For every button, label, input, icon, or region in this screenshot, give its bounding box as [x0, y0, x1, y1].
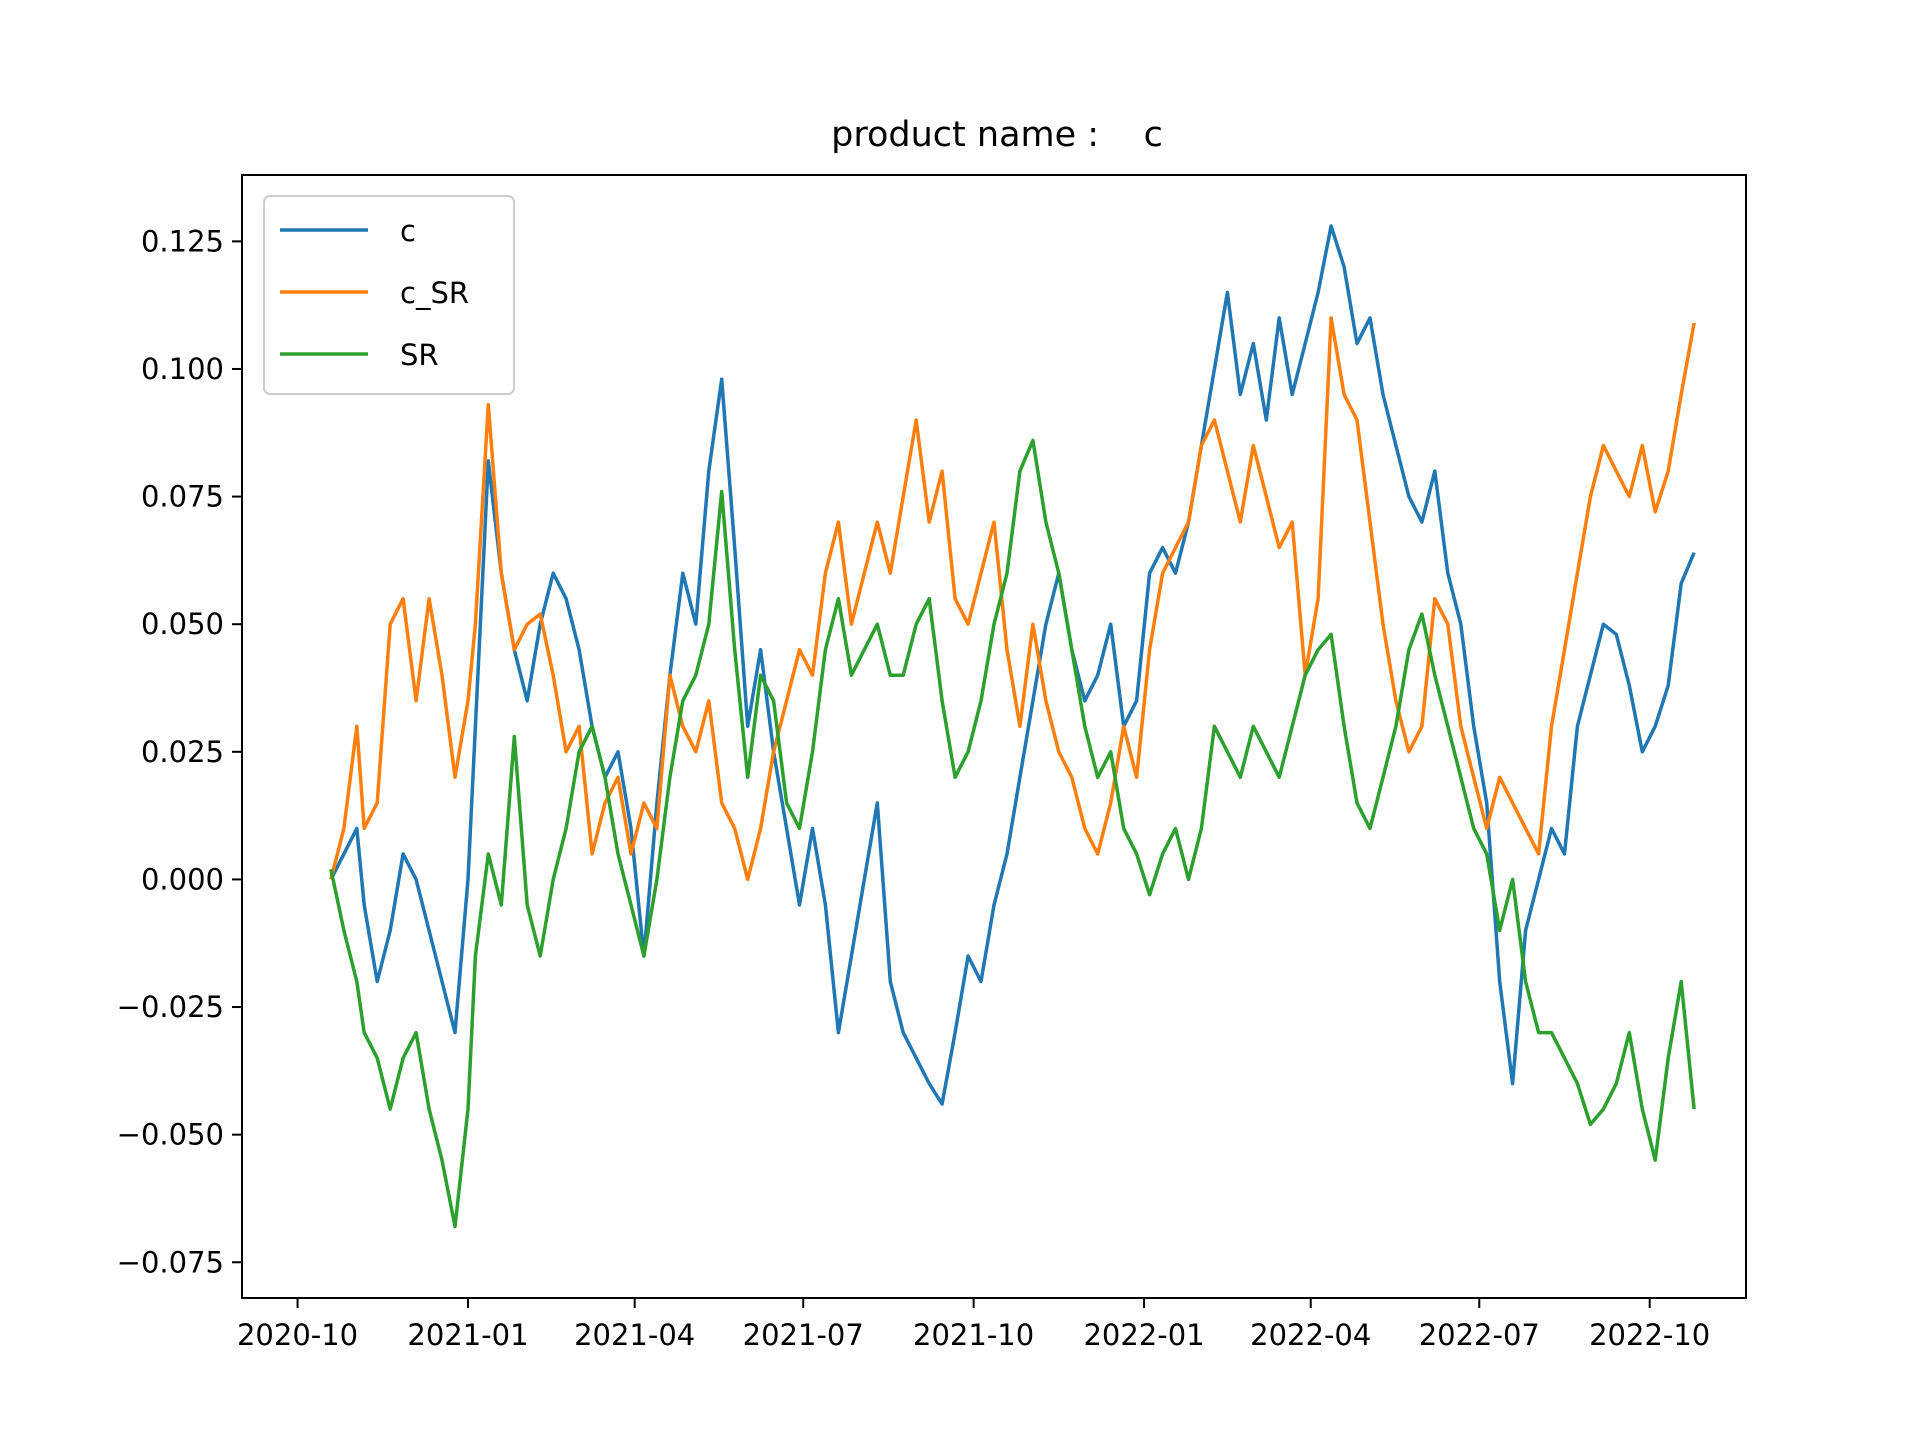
- y-tick-label: 0.125: [141, 224, 224, 258]
- y-tick-label: −0.075: [117, 1245, 224, 1279]
- y-tick-label: 0.025: [141, 735, 224, 769]
- x-tick-label: 2021-01: [407, 1318, 528, 1352]
- x-tick-label: 2021-04: [574, 1318, 695, 1352]
- legend-label-c: c: [400, 214, 416, 248]
- chart-title: product name : c: [831, 115, 1163, 155]
- series-line-c-sr: [329, 316, 1696, 882]
- x-tick-label: 2022-04: [1250, 1318, 1371, 1352]
- x-tick-label: 2021-07: [743, 1318, 864, 1352]
- series-line-sr: [329, 438, 1696, 1229]
- y-tick-label: 0.050: [141, 607, 224, 641]
- y-tick-label: 0.075: [141, 480, 224, 514]
- series-line-c: [329, 224, 1696, 1106]
- series-layer: [329, 224, 1696, 1229]
- x-tick-label: 2022-07: [1419, 1318, 1540, 1352]
- x-tick-label: 2021-10: [913, 1318, 1034, 1352]
- x-tick-label: 2022-10: [1589, 1318, 1710, 1352]
- y-tick-label: 0.100: [141, 352, 224, 386]
- plot-frame: [241, 174, 1747, 1299]
- axes-layer: 2020-10 2021-01 2021-04 2021-07 2021-10 2022-…: [117, 174, 1747, 1352]
- y-tick-label: 0.000: [141, 862, 224, 896]
- legend: c c_SR SR: [263, 195, 515, 395]
- x-tick-label: 2020-10: [237, 1318, 358, 1352]
- legend-box: [263, 195, 515, 395]
- y-tick-label: −0.050: [117, 1118, 224, 1152]
- legend-label-c-sr: c_SR: [400, 276, 469, 310]
- legend-label-sr: SR: [400, 338, 439, 372]
- y-tick-label: −0.025: [117, 990, 224, 1024]
- x-tick-label: 2022-01: [1083, 1318, 1204, 1352]
